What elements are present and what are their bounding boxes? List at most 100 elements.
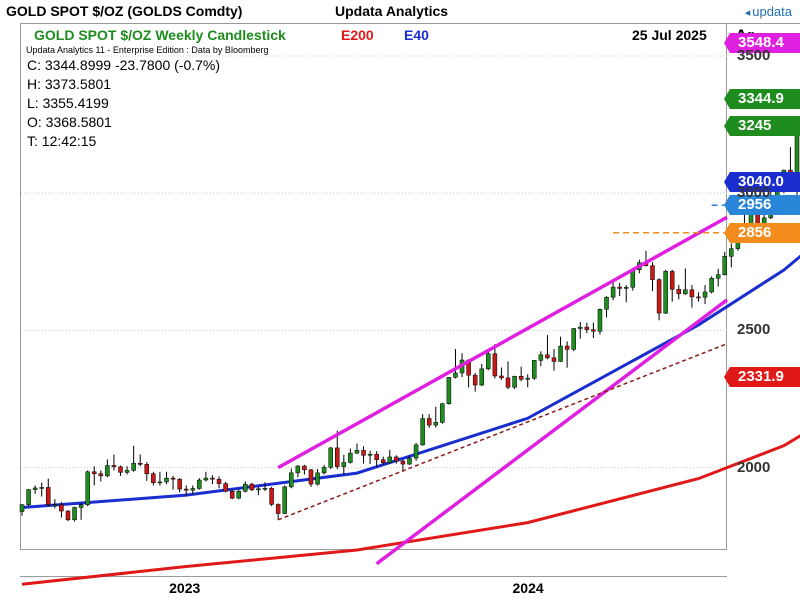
price-tag-2956: 2956 — [724, 195, 800, 216]
candle-body — [249, 483, 255, 491]
candle-body — [591, 329, 596, 332]
candle-body — [676, 288, 682, 295]
edition-note: Updata Analytics 11 - Enterprise Edition… — [26, 45, 269, 55]
candle-body — [525, 377, 530, 380]
y-tick-2500: 2500 — [737, 321, 771, 339]
candle-body — [656, 279, 662, 314]
candle-body — [32, 487, 38, 490]
candle-body — [669, 271, 675, 290]
candle-body — [617, 286, 622, 289]
candle-body — [203, 477, 209, 481]
candle-body — [59, 504, 64, 512]
candle-body — [275, 504, 281, 514]
price-tag-3040.0: 3040.0 — [724, 172, 800, 193]
candle-body — [157, 481, 163, 484]
candle-body — [197, 479, 202, 489]
support-line — [277, 343, 728, 521]
vendor-title: Updata Analytics — [335, 3, 449, 19]
candle-body — [335, 447, 340, 467]
candle-body — [39, 487, 44, 489]
trendlines — [277, 215, 729, 566]
candle-body — [367, 453, 373, 456]
candle-body — [558, 345, 563, 362]
candle-body — [78, 504, 84, 508]
candle-body — [551, 357, 557, 362]
x-tick-2023: 2023 — [169, 580, 201, 596]
updata-logo: ◂ updata — [745, 4, 792, 19]
price-axis[interactable] — [727, 23, 800, 600]
candle-body — [269, 487, 274, 505]
candle-body — [729, 248, 734, 257]
e40-line — [21, 254, 800, 509]
candle-body — [341, 462, 347, 467]
candle-body — [623, 287, 629, 289]
candle-body — [65, 510, 71, 521]
candle-body — [380, 459, 386, 463]
candle-body — [663, 271, 668, 314]
candle-body — [532, 360, 537, 379]
candle-body — [400, 460, 406, 465]
candle-body — [571, 328, 576, 350]
candle-body — [407, 457, 412, 465]
candle-body — [479, 368, 484, 386]
candle-body — [610, 286, 616, 298]
candle-body — [105, 465, 110, 477]
x-tick-2024: 2024 — [512, 580, 544, 596]
channel-lower-line — [375, 298, 729, 566]
candle-body — [426, 418, 432, 426]
logo-text: updata — [752, 4, 792, 19]
candle-body — [584, 326, 590, 330]
candle-body — [722, 256, 727, 275]
e200-line — [21, 434, 800, 586]
candle-body — [321, 467, 327, 474]
y-tick-2000: 2000 — [737, 458, 771, 476]
candle-body — [144, 464, 150, 474]
candle-body — [302, 465, 307, 471]
price-tag-2856: 2856 — [724, 222, 800, 243]
candle-body — [177, 478, 182, 490]
candle-body — [295, 465, 301, 474]
candle-body — [85, 471, 90, 505]
chart-date: 25 Jul 2025 — [632, 27, 707, 43]
candle-body — [453, 372, 458, 378]
candle-body — [505, 377, 511, 388]
candles — [19, 125, 800, 522]
candle-body — [696, 296, 701, 299]
candle-body — [243, 483, 248, 492]
candle-body — [118, 466, 123, 473]
candle-body — [361, 450, 366, 456]
candle-body — [131, 463, 136, 471]
candle-body — [170, 477, 176, 480]
title-bar: GOLD SPOT $/OZ (GOLDS Comdty) Updata Ana… — [0, 0, 800, 22]
candle-body — [328, 447, 333, 468]
candle-body — [413, 444, 419, 459]
candle-body — [394, 456, 399, 462]
price-tag-3245: 3245 — [724, 115, 800, 136]
candle-body — [210, 477, 215, 480]
plot-area[interactable] — [20, 23, 727, 550]
e40-legend: E40 — [404, 27, 429, 43]
candle-body — [348, 452, 353, 463]
candle-body — [492, 353, 498, 377]
candle-body — [26, 489, 31, 505]
time-axis[interactable] — [20, 576, 727, 601]
ohlc-low: L: 3355.4199 — [27, 95, 109, 111]
candle-body — [538, 354, 544, 361]
logo-arrow-icon: ◂ — [744, 7, 751, 19]
candle-body — [387, 456, 393, 463]
candle-body — [236, 491, 241, 499]
candle-body — [650, 265, 655, 280]
ohlc-open: O: 3368.5801 — [27, 114, 112, 130]
candle-body — [512, 376, 517, 388]
ohlc-high: H: 3373.5801 — [27, 76, 112, 92]
candle-body — [374, 453, 379, 460]
channel-upper-line — [277, 215, 728, 470]
candle-body — [229, 491, 235, 499]
candle-body — [715, 274, 721, 279]
candle-body — [433, 422, 439, 426]
candle-body — [164, 477, 169, 483]
candle-body — [262, 487, 268, 490]
candle-body — [256, 488, 261, 491]
candle-body — [91, 471, 97, 474]
